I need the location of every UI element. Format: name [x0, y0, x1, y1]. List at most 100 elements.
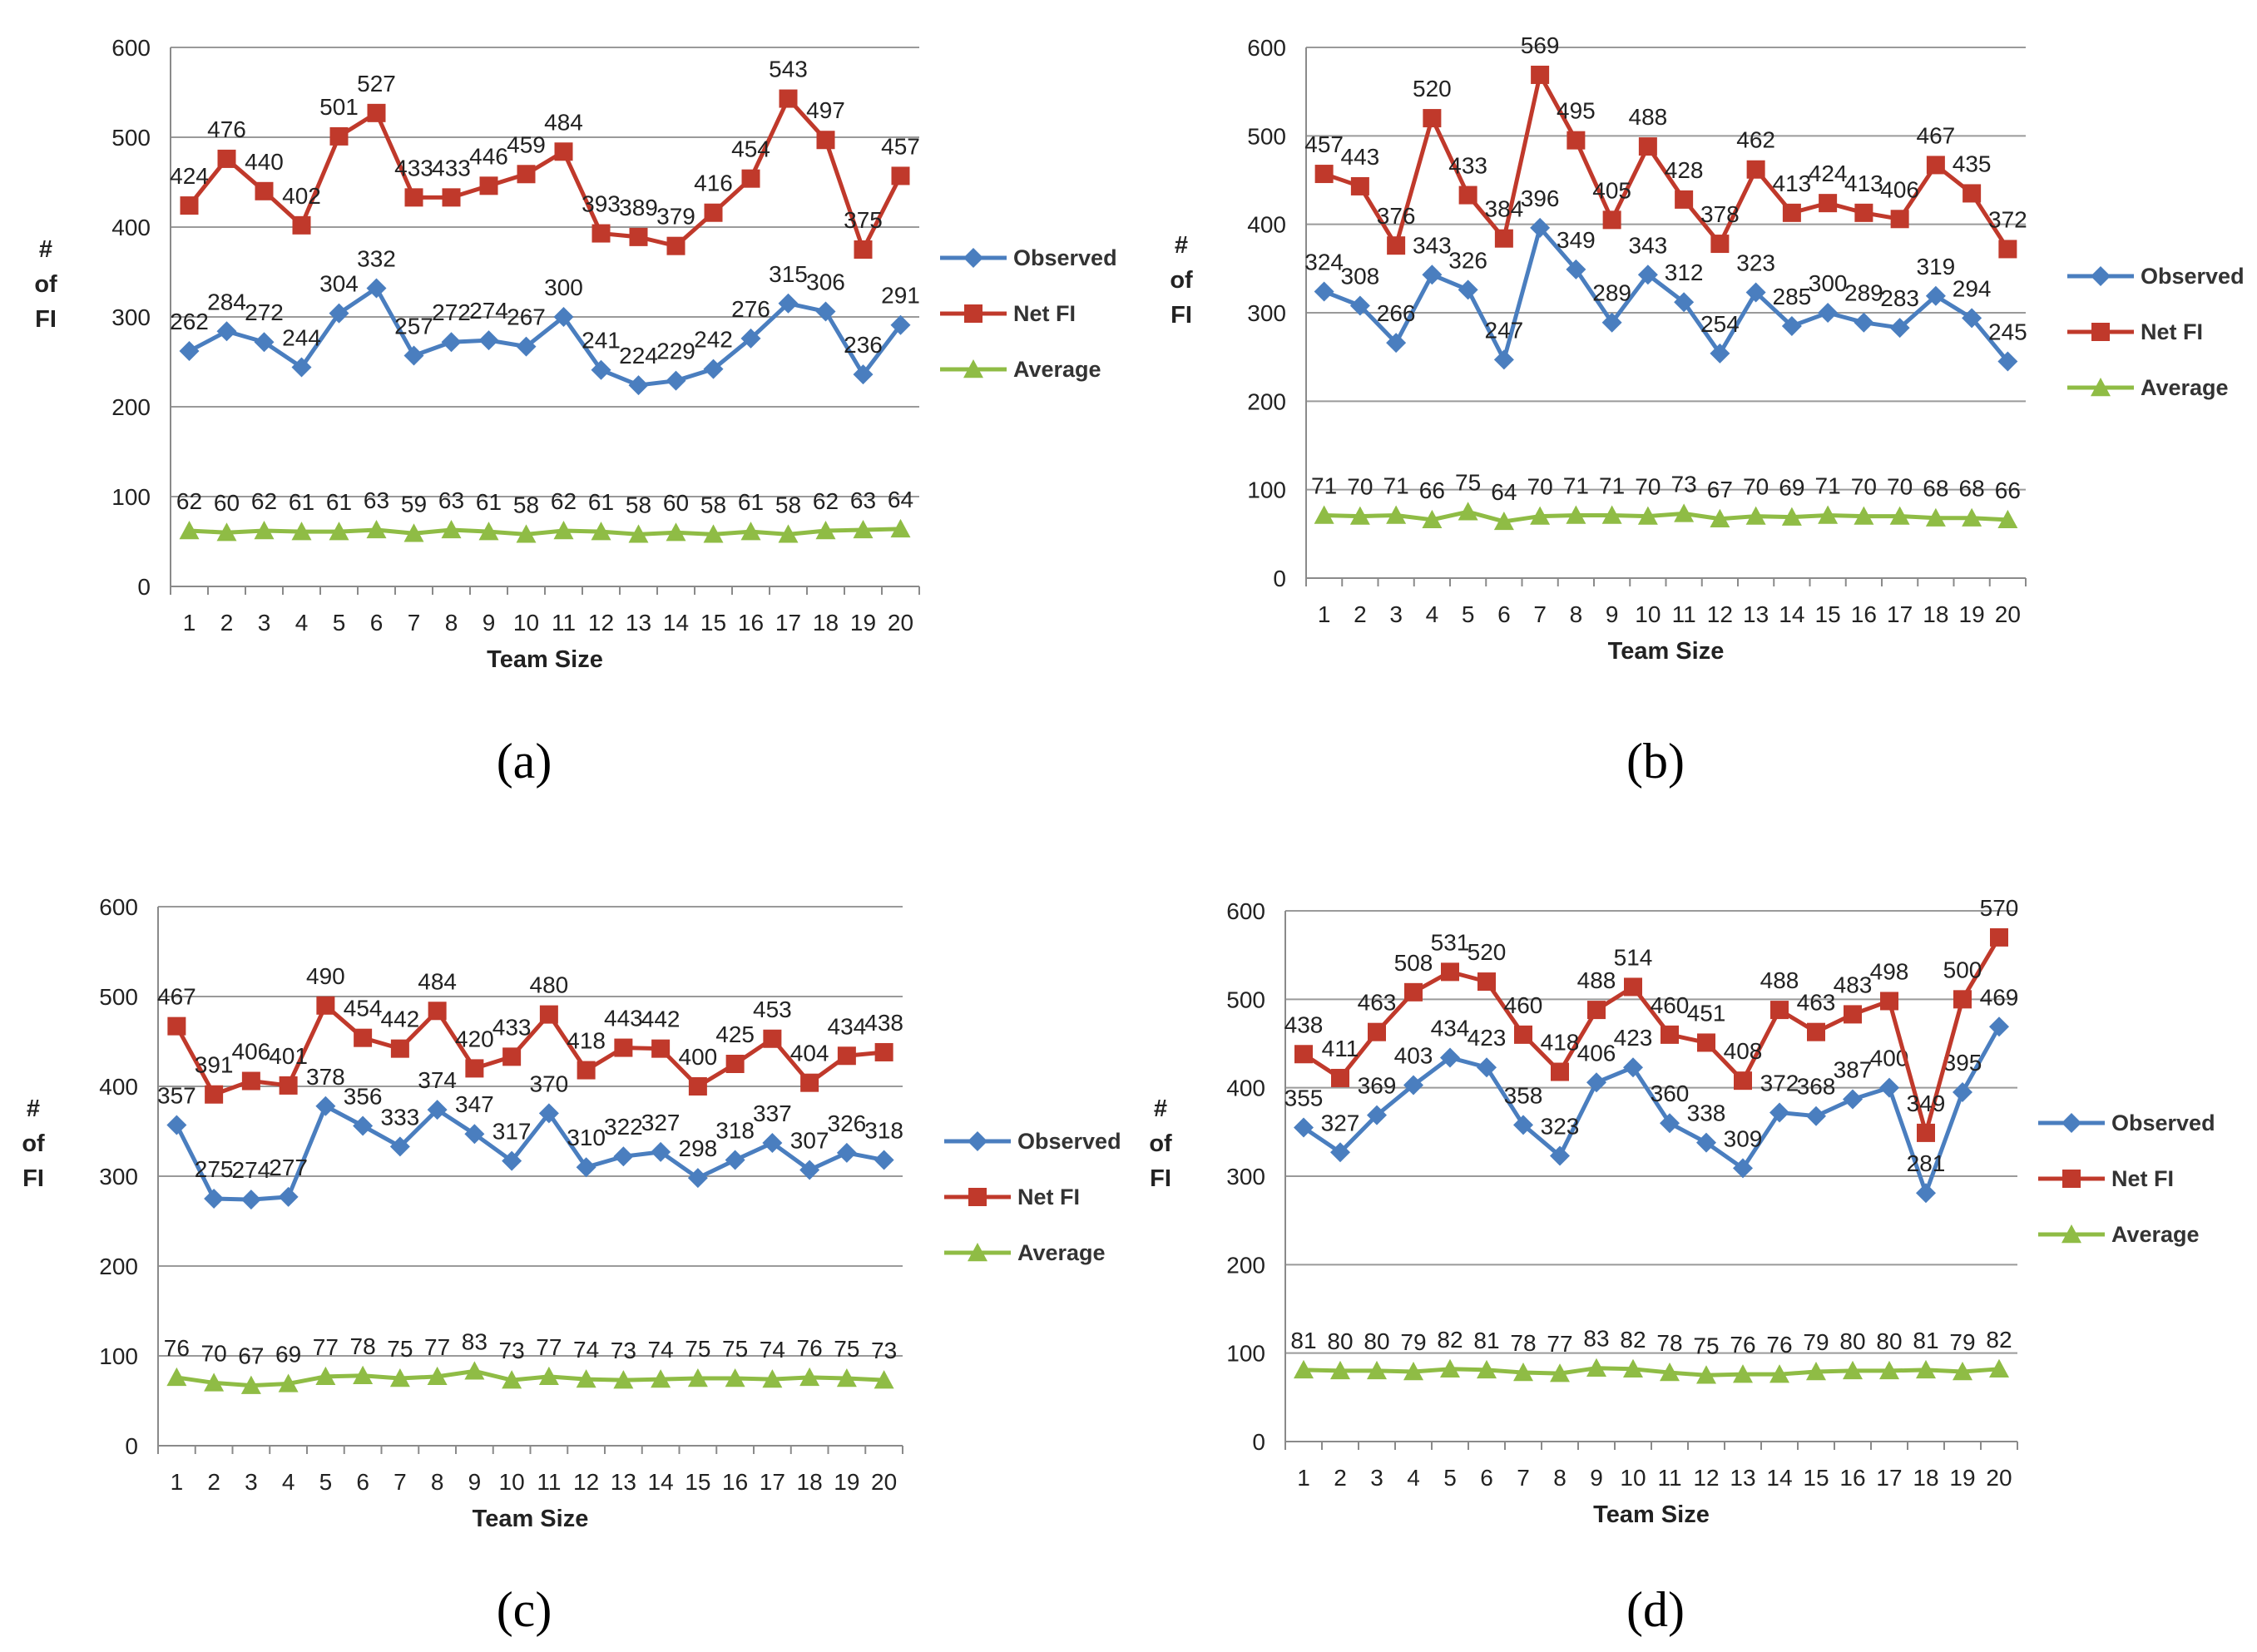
data-label: 283: [1880, 285, 1919, 311]
legend-marker: [2091, 266, 2111, 286]
data-label: 488: [1629, 104, 1668, 130]
data-point: [1330, 1360, 1350, 1380]
data-point: [1493, 349, 1514, 370]
data-point: [329, 303, 349, 324]
data-label: 76: [1766, 1332, 1792, 1358]
data-point: [516, 524, 537, 543]
y-tick-label: 400: [99, 1074, 138, 1100]
data-point: [315, 1096, 336, 1116]
data-point: [1844, 1005, 1862, 1024]
y-tick-label: 100: [99, 1343, 138, 1369]
data-point: [166, 1367, 187, 1387]
data-point: [539, 1005, 558, 1024]
data-label: 423: [1614, 1025, 1653, 1051]
data-label: 375: [844, 207, 883, 233]
data-label: 74: [573, 1337, 599, 1363]
data-label: 442: [641, 1007, 681, 1032]
x-tick-label: 5: [333, 610, 346, 636]
data-label: 424: [1809, 161, 1848, 186]
data-point: [1660, 1113, 1680, 1134]
x-tick-label: 9: [468, 1469, 482, 1495]
data-point: [1586, 1358, 1606, 1377]
data-label: 454: [731, 136, 770, 162]
x-tick-label: 20: [888, 610, 913, 636]
x-tick-label: 15: [700, 610, 726, 636]
y-tick-label: 400: [111, 215, 151, 240]
legend-entry: Observed: [2111, 1110, 2215, 1135]
data-label: 298: [679, 1135, 718, 1161]
data-label: 66: [1419, 477, 1445, 503]
data-label: 372: [1760, 1070, 1799, 1096]
x-tick-label: 19: [1959, 601, 1985, 627]
y-tick-label: 300: [1226, 1164, 1265, 1190]
data-label: 58: [700, 492, 726, 517]
data-label: 78: [350, 1333, 376, 1359]
data-label: 75: [1455, 469, 1481, 495]
data-point: [1294, 1045, 1313, 1064]
legend: Observed Net FI Average: [944, 1129, 1121, 1265]
x-tick-label: 3: [1370, 1465, 1383, 1491]
data-point: [874, 1370, 894, 1389]
data-point: [1746, 160, 1765, 179]
data-point: [1710, 508, 1730, 527]
data-label: 77: [536, 1334, 562, 1360]
data-point: [1567, 131, 1586, 150]
data-label: 75: [387, 1336, 413, 1362]
data-label: 267: [507, 304, 546, 330]
data-label: 80: [1364, 1328, 1389, 1354]
data-point: [1367, 1105, 1387, 1125]
data-point: [740, 328, 761, 349]
data-label: 71: [1311, 473, 1337, 499]
data-point: [1623, 1057, 1643, 1078]
data-label: 276: [731, 296, 770, 322]
data-point: [1962, 507, 1982, 527]
x-tick-label: 3: [245, 1469, 258, 1495]
y-tick-label: 200: [99, 1254, 138, 1279]
data-label: 272: [245, 299, 284, 325]
data-label: 378: [1700, 201, 1740, 227]
data-point: [1926, 156, 1945, 175]
data-label: 389: [619, 195, 658, 220]
legend-entry: Observed: [1017, 1129, 1121, 1154]
data-point: [1440, 1047, 1460, 1068]
data-label: 360: [1651, 1081, 1690, 1106]
data-label: 324: [1304, 249, 1344, 275]
x-axis-title: Team Size: [1608, 638, 1725, 665]
data-point: [255, 181, 274, 200]
data-point: [329, 522, 349, 541]
x-tick-label: 14: [663, 610, 689, 636]
x-tick-label: 4: [295, 610, 309, 636]
data-point: [1349, 295, 1370, 316]
data-label: 82: [1437, 1327, 1463, 1353]
data-point: [389, 1136, 410, 1157]
data-label: 443: [1341, 144, 1380, 170]
data-point: [254, 332, 275, 353]
data-label: 62: [176, 488, 202, 514]
data-label: 418: [567, 1028, 606, 1054]
data-point: [464, 1361, 485, 1380]
data-point: [577, 1061, 596, 1080]
data-label: 357: [157, 1082, 196, 1108]
data-label: 79: [1803, 1329, 1829, 1355]
data-point: [1422, 509, 1443, 529]
x-tick-label: 14: [1779, 601, 1804, 627]
data-label: 61: [289, 489, 314, 515]
data-point: [166, 1115, 187, 1135]
data-point: [442, 188, 461, 207]
y-tick-label: 0: [1273, 566, 1286, 591]
data-point: [354, 1028, 373, 1047]
data-label: 77: [1547, 1331, 1572, 1357]
legend-marker: [963, 248, 983, 268]
y-axis-title: of: [1170, 267, 1193, 294]
data-label: 79: [1400, 1329, 1426, 1355]
data-label: 76: [1730, 1332, 1755, 1358]
y-tick-label: 100: [1226, 1341, 1265, 1367]
data-point: [502, 1370, 522, 1389]
x-tick-label: 6: [356, 1469, 369, 1495]
x-axis-title: Team Size: [1593, 1501, 1710, 1528]
data-label: 391: [195, 1052, 234, 1078]
data-label: 291: [881, 283, 920, 309]
x-tick-label: 12: [573, 1469, 599, 1495]
data-point: [1349, 506, 1370, 525]
